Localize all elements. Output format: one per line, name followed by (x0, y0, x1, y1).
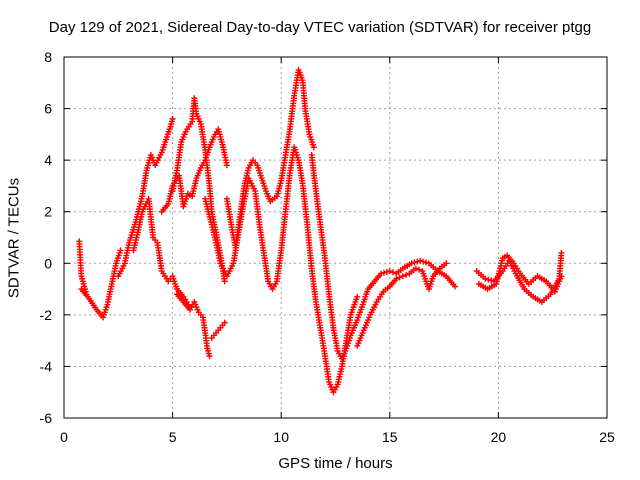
series-arc-c (115, 115, 176, 280)
data-point (378, 270, 385, 277)
data-point (381, 269, 388, 276)
series-arc-l (354, 260, 450, 349)
y-tick-label: 6 (44, 101, 52, 117)
data-point (420, 258, 427, 265)
data-point (221, 278, 228, 285)
data-point (411, 259, 418, 266)
data-point (390, 269, 397, 276)
data-point (403, 271, 410, 278)
x-tick-label: 5 (169, 429, 177, 445)
chart-title: Day 129 of 2021, Sidereal Day-to-day VTE… (48, 19, 592, 36)
series-arc-m (473, 249, 565, 305)
data-point (396, 274, 403, 281)
series-arc-k (308, 151, 458, 362)
y-tick-label: -2 (40, 307, 53, 323)
data-point (117, 247, 124, 254)
x-tick-label: 10 (273, 429, 289, 445)
data-point (393, 275, 400, 282)
x-axis-label: GPS time / hours (278, 455, 393, 472)
data-point (408, 260, 415, 267)
data-point (443, 260, 450, 267)
y-tick-label: 0 (44, 255, 52, 271)
data-point (416, 266, 423, 273)
y-axis-label: SDTVAR / TECUs (5, 177, 23, 299)
data-point (485, 276, 492, 283)
data-point (558, 273, 565, 280)
data-point (206, 353, 213, 360)
series-arc-n (475, 252, 565, 295)
data-point (383, 268, 390, 275)
data-point (488, 277, 495, 284)
series-arc-i (223, 66, 317, 251)
data-point (169, 115, 176, 122)
data-point (399, 273, 406, 280)
data-point (558, 249, 565, 256)
y-tick-label: -6 (40, 410, 53, 426)
series-arc-f (158, 126, 230, 215)
y-tick-label: -4 (40, 358, 53, 374)
x-tick-label: 25 (599, 429, 615, 445)
data-point (82, 288, 89, 295)
data-point (412, 265, 419, 272)
data-point (482, 275, 489, 282)
data-point (423, 259, 429, 266)
series-arc-b (76, 238, 89, 295)
data-point (221, 319, 228, 326)
series-arc-j (202, 144, 361, 396)
data-point (451, 283, 458, 290)
data-point (417, 257, 424, 264)
plot-frame (63, 56, 608, 419)
y-tick-label: 4 (44, 152, 52, 168)
x-tick-label: 20 (491, 429, 507, 445)
series-arc-d (130, 195, 193, 311)
series-arc-g (173, 291, 213, 360)
series-arc-h (208, 319, 228, 342)
y-tick-label: 2 (44, 204, 52, 220)
data-point (354, 293, 361, 300)
data-point (386, 268, 393, 275)
data-point (310, 144, 317, 151)
data-point (223, 162, 230, 169)
x-tick-label: 0 (60, 429, 68, 445)
x-tick-label: 15 (382, 429, 398, 445)
y-tick-label: 8 (44, 49, 52, 65)
data-point (414, 258, 421, 265)
